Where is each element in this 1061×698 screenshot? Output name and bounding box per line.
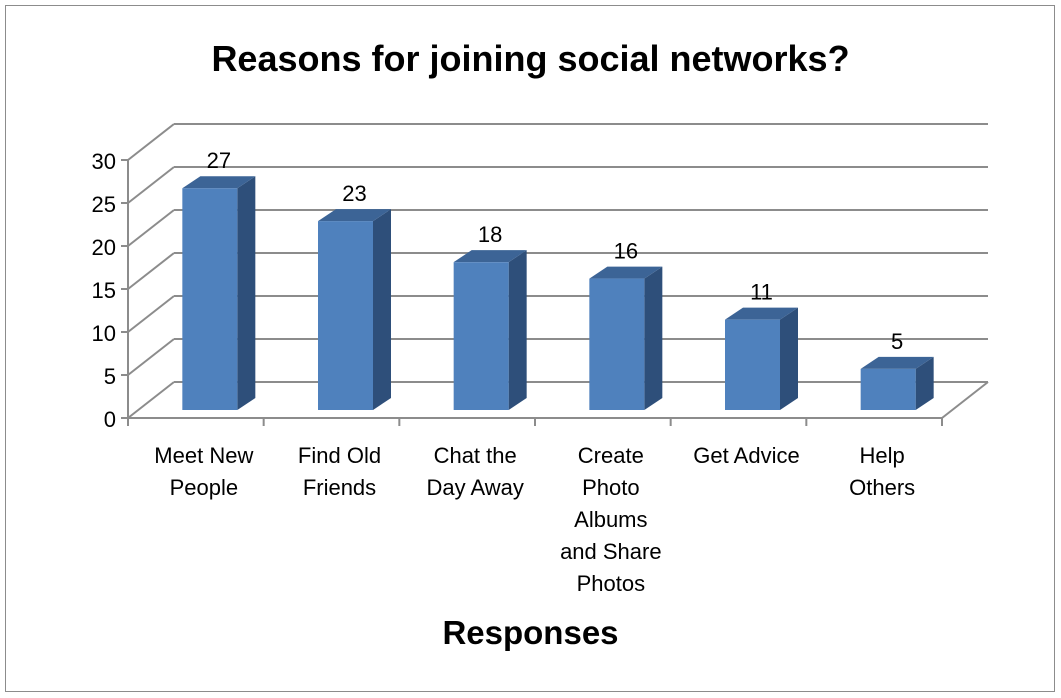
side-gridline-5 — [127, 338, 175, 376]
floor-right-edge — [941, 381, 989, 419]
bar — [182, 188, 238, 410]
x-tick-label: People — [170, 475, 239, 500]
x-tick-label: Chat the — [434, 443, 517, 468]
bar-side — [780, 307, 798, 410]
y-tick-label: 0 — [104, 407, 116, 432]
x-tick-label: Others — [849, 475, 915, 500]
x-tick-label: Photo — [582, 475, 640, 500]
side-gridline-10 — [127, 295, 175, 333]
x-tick-label: Help — [860, 443, 905, 468]
bar — [318, 221, 373, 410]
bar-top — [725, 307, 798, 320]
x-tick-label: and Share — [560, 539, 662, 564]
y-tick-label: 20 — [92, 235, 116, 260]
side-gridline-30 — [127, 123, 175, 161]
y-tick-label: 15 — [92, 278, 116, 303]
data-label: 11 — [750, 280, 773, 305]
bar — [725, 319, 780, 410]
bar-top — [318, 209, 391, 222]
bar-top — [860, 356, 934, 369]
x-tick-label: Find Old — [298, 443, 381, 468]
y-tick-label: 10 — [92, 321, 116, 346]
bar-top — [453, 250, 527, 263]
chart-frame — [5, 5, 1055, 692]
bar-side — [508, 250, 527, 410]
y-tick-label: 25 — [92, 192, 116, 217]
x-tick-label: Meet New — [154, 443, 253, 468]
x-tick-label: Friends — [303, 475, 376, 500]
bar-side — [915, 356, 934, 410]
bar — [589, 278, 645, 410]
x-tick-label: Create — [578, 443, 644, 468]
side-gridline-0 — [127, 381, 175, 419]
x-tick-label: Get Advice — [693, 443, 799, 468]
y-tick-label: 30 — [92, 149, 116, 174]
x-axis-title: Responses — [442, 614, 619, 651]
bar-top — [182, 176, 256, 189]
bar-side — [237, 176, 256, 410]
x-tick-label: Photos — [577, 571, 646, 596]
data-label: 27 — [207, 148, 231, 173]
bar-side — [644, 266, 663, 410]
data-label: 5 — [891, 329, 903, 354]
bar — [453, 262, 509, 410]
data-label: 23 — [342, 181, 366, 206]
side-gridline-25 — [127, 166, 175, 204]
bar-side — [373, 209, 391, 410]
y-tick-label: 5 — [104, 364, 116, 389]
chart-title: Reasons for joining social networks? — [211, 38, 850, 79]
x-tick-label: Albums — [574, 507, 647, 532]
x-tick-label: Day Away — [426, 475, 523, 500]
data-label: 16 — [614, 239, 638, 264]
side-gridline-20 — [127, 209, 175, 247]
bar-top — [589, 266, 663, 279]
side-gridline-15 — [127, 252, 175, 290]
bar — [860, 368, 916, 410]
data-label: 18 — [478, 222, 502, 247]
